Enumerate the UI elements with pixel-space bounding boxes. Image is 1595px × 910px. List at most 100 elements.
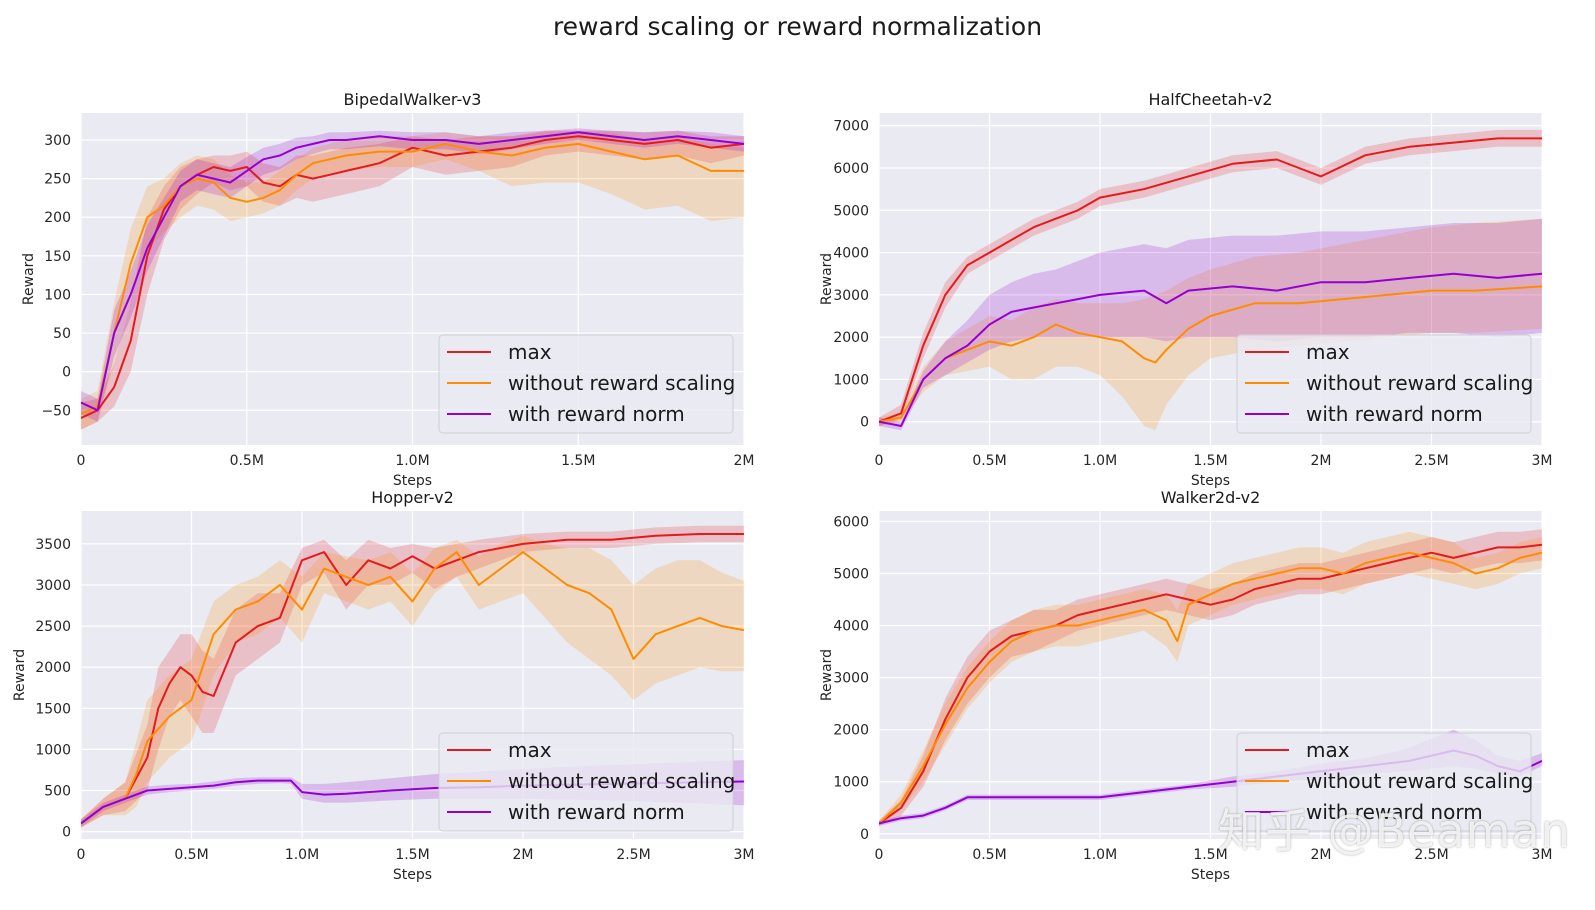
x-tick-label: 0.5M	[972, 453, 1006, 469]
legend-label: with reward norm	[508, 402, 685, 426]
chart-panel-2: 0 0.5M 1.0M 1.5M 2M 2.5M 3M 0 1000 2000 3000 4000 50…	[819, 90, 1553, 489]
y-tick-label: 0	[62, 825, 71, 841]
y-tick-label: 300	[44, 133, 71, 149]
x-tick-label: 1.5M	[1193, 847, 1227, 863]
y-tick-label: 1000	[833, 775, 869, 791]
x-tick-label: 0	[77, 847, 86, 863]
confidence-band-without-reward-scaling	[81, 535, 744, 828]
y-tick-label: 6000	[833, 161, 869, 177]
legend-label: without reward scaling	[1306, 769, 1533, 793]
x-tick-label: 2M	[1311, 453, 1332, 469]
y-tick-label: 0	[62, 365, 71, 381]
legend: max without reward scaling with reward nor…	[1236, 334, 1533, 434]
x-tick-label: 2.5M	[1414, 847, 1448, 863]
y-tick-label: 1500	[35, 701, 71, 717]
x-tick-label: 2.5M	[616, 847, 650, 863]
legend-label: without reward scaling	[1306, 371, 1533, 395]
y-tick-label: 2000	[833, 330, 869, 346]
series-line-without-reward-scaling	[81, 142, 744, 416]
series-line-without-reward-scaling	[879, 285, 1542, 423]
x-tick-label: 1.5M	[395, 847, 429, 863]
y-tick-label: 5000	[833, 566, 869, 582]
series-line-without-reward-scaling	[879, 551, 1542, 825]
y-tick-label: 5000	[833, 203, 869, 219]
y-axis-label: Reward	[21, 253, 37, 305]
y-tick-label: 100	[44, 287, 71, 303]
x-tick-label: 0	[77, 453, 86, 469]
legend-label: with reward norm	[1306, 800, 1483, 824]
x-tick-label: 2M	[513, 847, 534, 863]
x-tick-label: 0.5M	[972, 847, 1006, 863]
y-tick-label: 0	[860, 827, 869, 843]
series-line-with-reward-norm	[879, 272, 1542, 427]
legend-label: max	[1306, 340, 1350, 364]
x-tick-label: 1.5M	[1193, 453, 1227, 469]
x-axis-label: Steps	[1191, 473, 1230, 489]
confidence-band-without-reward-scaling	[879, 218, 1542, 431]
legend-label: with reward norm	[508, 800, 685, 824]
legend-box	[438, 732, 734, 832]
x-tick-label: 1.0M	[1083, 453, 1117, 469]
x-axis-label: Steps	[1191, 867, 1230, 883]
y-tick-label: 3000	[833, 671, 869, 687]
x-tick-label: 3M	[1532, 847, 1553, 863]
y-axis-label: Reward	[819, 253, 835, 305]
y-tick-label: 3000	[833, 288, 869, 304]
legend-label: without reward scaling	[508, 371, 735, 395]
legend-label: with reward norm	[1306, 402, 1483, 426]
legend-box	[1236, 732, 1532, 832]
y-axis-label: Reward	[12, 649, 28, 701]
y-tick-label: 250	[44, 172, 71, 188]
x-tick-label: 1.0M	[395, 453, 429, 469]
chart-panel-3: 0 0.5M 1.0M 1.5M 2M 2.5M 3M 0 500 1000 1500 2000 250…	[12, 488, 755, 883]
x-tick-label: 0.5M	[230, 453, 264, 469]
x-tick-label: 1.0M	[1083, 847, 1117, 863]
legend-label: max	[508, 738, 552, 762]
x-tick-label: 2M	[1311, 847, 1332, 863]
y-tick-label: 1000	[35, 742, 71, 758]
y-tick-label: 7000	[833, 119, 869, 135]
y-tick-label: −50	[41, 403, 71, 419]
confidence-band-without-reward-scaling	[879, 531, 1542, 826]
x-tick-label: 2M	[734, 453, 755, 469]
confidence-band-max	[81, 525, 744, 828]
x-tick-label: 0	[875, 847, 884, 863]
series-line-without-reward-scaling	[81, 551, 744, 825]
x-tick-label: 0.5M	[174, 847, 208, 863]
x-tick-label: 0	[875, 453, 884, 469]
chart-title: Walker2d-v2	[1161, 488, 1261, 507]
series-line-max	[879, 543, 1542, 825]
y-tick-label: 6000	[833, 514, 869, 530]
figure-title: reward scaling or reward normalization	[552, 12, 1043, 41]
legend-box	[1236, 334, 1532, 434]
y-tick-label: 4000	[833, 619, 869, 635]
x-tick-label: 1.5M	[561, 453, 595, 469]
y-tick-label: 150	[44, 249, 71, 265]
series-line-max	[81, 533, 744, 825]
legend: max without reward scaling with reward nor…	[438, 732, 735, 832]
legend-label: max	[1306, 738, 1350, 762]
x-tick-label: 2.5M	[1414, 453, 1448, 469]
y-tick-label: 2000	[35, 660, 71, 676]
plot-marks	[879, 129, 1542, 431]
x-axis-label: Steps	[393, 867, 432, 883]
y-tick-label: 2000	[833, 723, 869, 739]
y-tick-label: 3500	[35, 537, 71, 553]
chart-panel-4: 0 0.5M 1.0M 1.5M 2M 2.5M 3M 0 1000 2000 3000 4000 50…	[819, 488, 1553, 883]
legend-label: without reward scaling	[508, 769, 735, 793]
y-tick-label: 2500	[35, 619, 71, 635]
chart-title: HalfCheetah-v2	[1148, 90, 1272, 109]
series-line-max	[879, 137, 1542, 423]
y-tick-label: 50	[53, 326, 71, 342]
series-line-max	[81, 135, 744, 419]
y-tick-label: 500	[44, 783, 71, 799]
chart-title: BipedalWalker-v3	[344, 90, 482, 109]
x-tick-label: 3M	[734, 847, 755, 863]
legend: max without reward scaling with reward nor…	[1236, 732, 1533, 832]
series-line-with-reward-norm	[81, 131, 744, 412]
y-tick-label: 4000	[833, 246, 869, 262]
y-tick-label: 1000	[833, 372, 869, 388]
x-axis-label: Steps	[393, 473, 432, 489]
legend: max without reward scaling with reward nor…	[438, 334, 735, 434]
